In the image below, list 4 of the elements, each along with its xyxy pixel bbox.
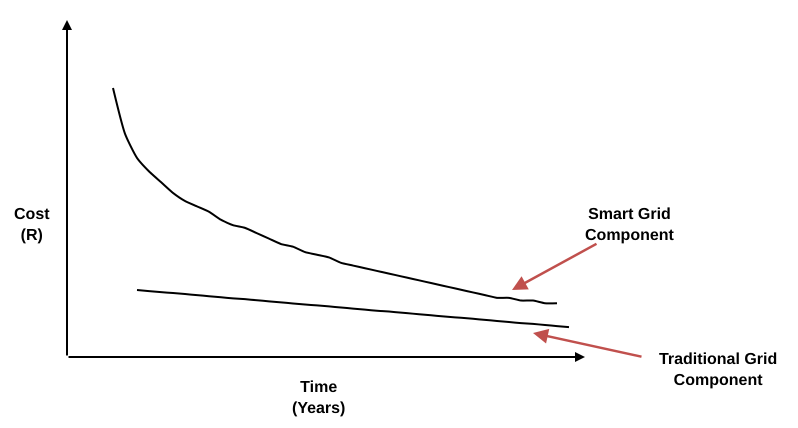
text: Traditional Grid Component <box>659 351 778 389</box>
text: Smart Grid Component <box>585 206 675 244</box>
x-axis-title: Time (Years) <box>292 379 346 417</box>
y-axis-title: Cost (R) <box>14 206 50 244</box>
